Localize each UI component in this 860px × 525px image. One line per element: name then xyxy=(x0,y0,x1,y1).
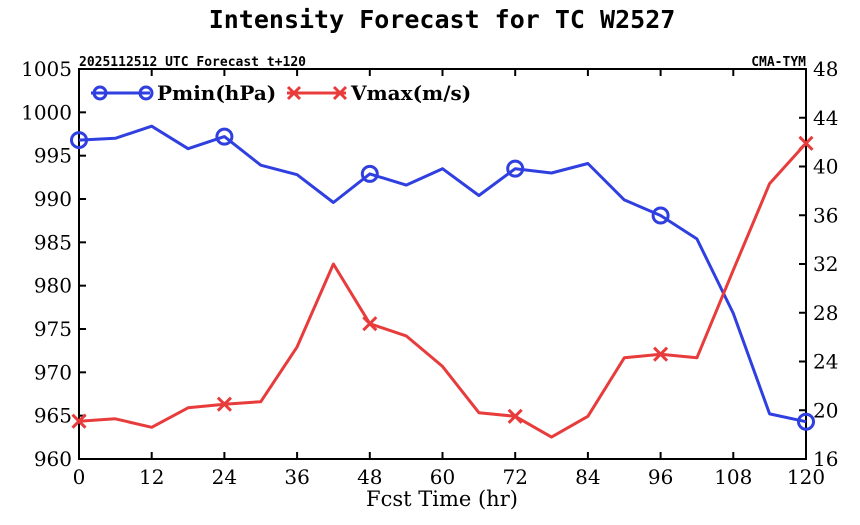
right-y-tick-label: 36 xyxy=(813,203,838,227)
pmin-series-line xyxy=(78,124,807,424)
series-lines xyxy=(70,124,815,439)
left-y-tick-label: 975 xyxy=(34,317,72,341)
vmax-x-marker xyxy=(507,408,523,424)
pmin-circle-marker xyxy=(797,412,815,431)
vmax-series-line xyxy=(78,142,808,439)
vmax-x-marker xyxy=(798,135,814,151)
right-y-tick-label: 20 xyxy=(813,398,838,422)
legend-pmin-circle-marker-right xyxy=(138,85,154,101)
chart-title: Intensity Forecast for TC W2527 xyxy=(209,5,676,34)
right-y-tick-label: 28 xyxy=(813,301,838,325)
left-y-tick-label: 985 xyxy=(34,230,72,254)
legend-vmax-label: Vmax(m/s) xyxy=(350,81,471,105)
model-name-label: CMA-TYM xyxy=(751,55,806,70)
right-y-tick-label: 48 xyxy=(813,57,838,81)
x-tick-label: 108 xyxy=(714,465,752,489)
x-tick-label: 72 xyxy=(502,465,527,489)
axes: 0 12 24 36 48 60 72 84 96 108 120 960 965 970 975 980 98… xyxy=(21,57,838,489)
right-y-tick-label: 40 xyxy=(813,155,838,179)
x-tick-label: 96 xyxy=(648,465,673,489)
left-y-tick-label: 970 xyxy=(34,360,72,384)
vmax-x-marker xyxy=(653,346,669,362)
vmax-x-marker xyxy=(216,396,232,412)
legend-vmax-x-marker-right xyxy=(332,85,348,101)
right-y-tick-label: 16 xyxy=(813,447,838,471)
vmax-x-marker xyxy=(71,413,87,429)
pmin-circle-marker xyxy=(506,159,525,178)
x-tick-label: 12 xyxy=(139,465,164,489)
legend-pmin-label: Pmin(hPa) xyxy=(157,81,276,105)
plot-area xyxy=(78,68,807,460)
right-y-tick-label: 32 xyxy=(813,252,838,276)
pmin-circle-marker xyxy=(215,127,234,146)
left-y-tick-label: 1000 xyxy=(21,100,72,124)
x-tick-label: 84 xyxy=(575,465,600,489)
legend-pmin-circle-marker-left xyxy=(92,85,108,101)
forecast-time-label: 2025112512 UTC Forecast t+120 xyxy=(79,55,306,70)
x-tick-label: 48 xyxy=(357,465,382,489)
right-y-tick-label: 24 xyxy=(813,350,838,374)
right-y-tick-label: 44 xyxy=(813,106,838,130)
x-tick-label: 0 xyxy=(73,465,86,489)
left-y-tick-label: 995 xyxy=(34,144,72,168)
pmin-circle-marker xyxy=(360,164,379,183)
legend-vmax-x-marker-left xyxy=(286,85,302,101)
x-tick-label: 120 xyxy=(787,465,825,489)
left-y-tick-label: 1005 xyxy=(21,57,72,81)
left-y-tick-label: 965 xyxy=(34,404,72,428)
vmax-x-marker xyxy=(362,316,378,332)
x-axis-title: Fcst Time (hr) xyxy=(366,487,518,511)
x-tick-label: 60 xyxy=(430,465,455,489)
left-y-tick-label: 990 xyxy=(34,187,72,211)
left-y-tick-label: 960 xyxy=(34,447,72,471)
x-tick-label: 24 xyxy=(212,465,237,489)
x-tick-label: 36 xyxy=(284,465,309,489)
pmin-circle-marker xyxy=(651,206,670,225)
left-y-tick-label: 980 xyxy=(34,274,72,298)
pmin-circle-marker xyxy=(70,131,88,150)
legend: Pmin(hPa) Vmax(m/s) xyxy=(91,81,471,105)
